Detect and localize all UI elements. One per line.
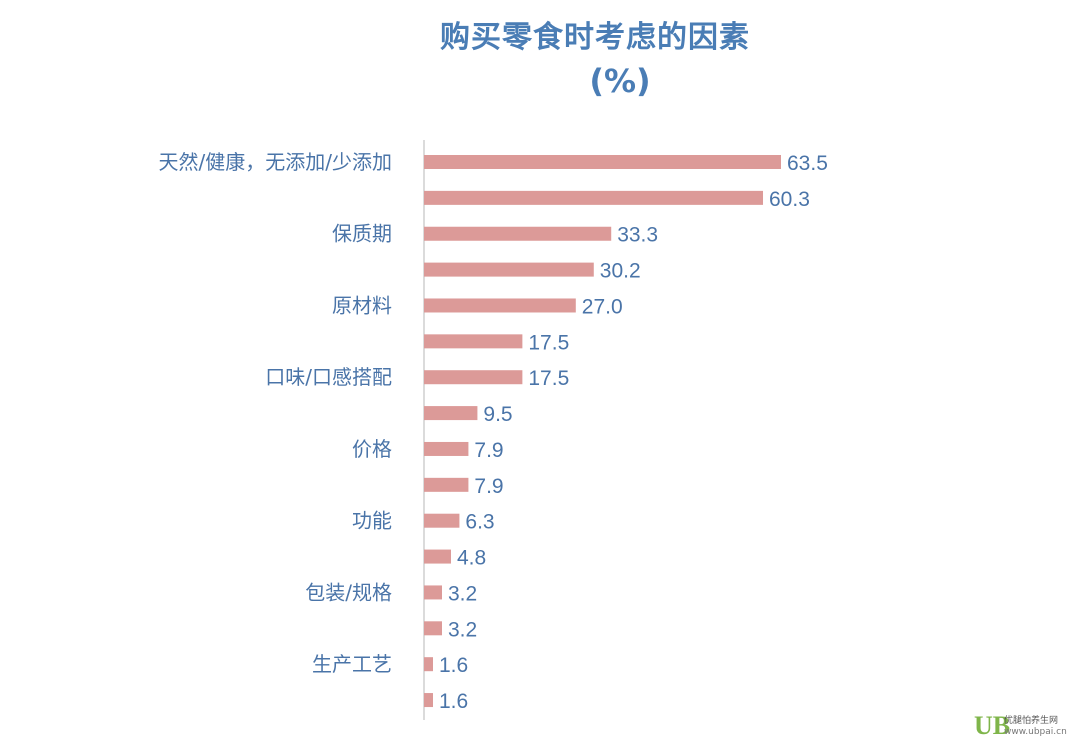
- value-label-8: 9.5: [483, 403, 512, 426]
- chart-title: 购买零食时考虑的因素: [440, 20, 750, 55]
- category-label-1: 天然/健康，无添加/少添加: [159, 150, 392, 174]
- bar-5: [424, 298, 576, 313]
- bar-16: [424, 693, 433, 708]
- watermark-name: 优腿怕养生网: [1004, 716, 1059, 726]
- category-label-15: 生产工艺: [312, 652, 392, 676]
- value-label-4: 30.2: [600, 260, 641, 283]
- value-label-6: 17.5: [528, 331, 569, 354]
- bar-6: [424, 334, 523, 349]
- value-label-1: 63.5: [787, 152, 828, 175]
- value-label-3: 33.3: [617, 224, 658, 247]
- value-label-2: 60.3: [769, 188, 810, 211]
- bar-10: [424, 477, 469, 492]
- category-label-13: 包装/规格: [305, 580, 392, 604]
- value-label-16: 1.6: [439, 690, 468, 713]
- bar-14: [424, 621, 442, 636]
- value-label-5: 27.0: [582, 295, 623, 318]
- bar-12: [424, 549, 451, 564]
- bars-group: 63.5 天然/健康，无添加/少添加 60.3 33.3 保质期 30.2 27.0 原材料 1…: [159, 150, 828, 713]
- bar-3: [424, 226, 612, 241]
- category-label-5: 原材料: [332, 293, 392, 317]
- value-label-12: 4.8: [457, 547, 486, 570]
- watermark-url: www.ubpai.cn: [1004, 727, 1067, 737]
- value-label-14: 3.2: [448, 618, 477, 641]
- category-label-9: 价格: [352, 437, 392, 461]
- value-label-13: 3.2: [448, 582, 477, 605]
- bar-8: [424, 406, 478, 421]
- bar-7: [424, 370, 523, 385]
- bar-2: [424, 190, 764, 205]
- category-label-11: 功能: [352, 509, 392, 533]
- watermark-logo: UB: [974, 711, 1011, 740]
- value-label-7: 17.5: [528, 367, 569, 390]
- value-label-15: 1.6: [439, 654, 468, 677]
- bar-11: [424, 513, 460, 528]
- bar-4: [424, 262, 594, 277]
- category-label-7: 口味/口感搭配: [265, 365, 392, 389]
- chart-subtitle: (%): [589, 62, 651, 100]
- bar-9: [424, 441, 469, 456]
- bar-15: [424, 657, 433, 672]
- value-label-9: 7.9: [474, 439, 503, 462]
- watermark: UB 优腿怕养生网 www.ubpai.cn: [974, 711, 1074, 741]
- bar-13: [424, 585, 442, 600]
- bar-1: [424, 155, 781, 169]
- category-label-3: 保质期: [332, 222, 392, 246]
- value-label-10: 7.9: [474, 475, 503, 498]
- value-label-11: 6.3: [465, 511, 494, 534]
